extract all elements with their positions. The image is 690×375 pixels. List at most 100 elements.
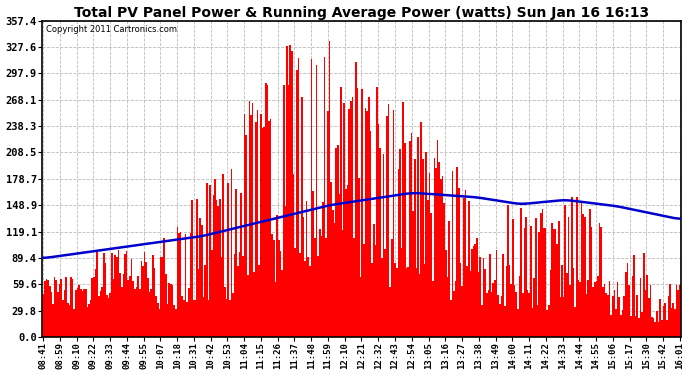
Bar	[132, 280, 134, 337]
Bar	[353, 238, 355, 337]
Bar	[175, 309, 177, 337]
Bar	[393, 110, 394, 337]
Bar	[264, 128, 265, 337]
Bar	[217, 206, 219, 337]
Bar	[433, 158, 435, 337]
Bar	[129, 276, 130, 337]
Bar	[81, 291, 83, 337]
Bar	[282, 270, 283, 337]
Bar	[582, 214, 584, 337]
Bar	[203, 297, 204, 337]
Bar	[124, 254, 126, 337]
Bar	[224, 287, 226, 337]
Bar	[199, 218, 201, 337]
Bar	[643, 253, 644, 337]
Bar	[258, 265, 260, 337]
Bar	[511, 284, 512, 337]
Bar	[257, 110, 258, 337]
Bar	[339, 194, 340, 337]
Bar	[195, 300, 196, 337]
Bar	[507, 205, 509, 337]
Bar	[299, 253, 301, 337]
Bar	[277, 215, 278, 337]
Bar	[546, 309, 548, 337]
Bar	[638, 318, 640, 337]
Title: Total PV Panel Power & Running Average Power (watts) Sun Jan 16 16:13: Total PV Panel Power & Running Average P…	[74, 6, 649, 20]
Bar	[350, 101, 352, 337]
Bar	[509, 266, 511, 337]
Bar	[412, 211, 414, 337]
Bar	[358, 178, 360, 337]
Bar	[644, 291, 647, 337]
Bar	[77, 288, 79, 337]
Bar	[605, 293, 607, 337]
Bar	[73, 309, 75, 337]
Bar	[674, 309, 676, 337]
Bar	[60, 279, 62, 337]
Bar	[386, 116, 388, 337]
Bar	[141, 261, 142, 337]
Bar	[422, 159, 424, 337]
Bar	[445, 250, 446, 337]
Bar	[306, 201, 308, 337]
Bar	[242, 256, 244, 337]
Bar	[649, 285, 651, 337]
Bar	[622, 310, 623, 337]
Bar	[556, 244, 558, 337]
Bar	[409, 141, 411, 337]
Bar	[654, 321, 656, 337]
Bar	[651, 317, 653, 337]
Bar	[154, 268, 155, 337]
Bar	[50, 292, 52, 337]
Bar	[448, 221, 450, 337]
Bar	[301, 98, 303, 337]
Bar	[558, 221, 560, 337]
Bar	[115, 255, 116, 337]
Bar	[123, 274, 124, 337]
Bar	[352, 97, 353, 337]
Bar	[443, 203, 445, 337]
Bar	[480, 257, 481, 337]
Bar	[438, 162, 440, 337]
Bar	[482, 258, 484, 337]
Bar	[540, 213, 542, 337]
Bar	[260, 114, 262, 337]
Bar	[561, 266, 563, 337]
Bar	[214, 178, 216, 337]
Bar	[309, 266, 310, 337]
Bar	[519, 276, 520, 337]
Bar	[370, 130, 371, 337]
Bar	[97, 250, 98, 337]
Bar	[246, 135, 247, 337]
Bar	[66, 276, 67, 337]
Bar	[564, 206, 566, 337]
Bar	[653, 318, 654, 337]
Bar	[155, 296, 157, 337]
Bar	[542, 209, 543, 337]
Bar	[160, 257, 162, 337]
Bar	[327, 111, 328, 337]
Bar	[512, 219, 513, 337]
Bar	[72, 279, 73, 337]
Bar	[80, 289, 81, 337]
Bar	[560, 297, 561, 337]
Bar	[468, 201, 469, 337]
Bar	[165, 274, 167, 337]
Bar	[615, 309, 617, 337]
Bar	[525, 217, 526, 337]
Bar	[92, 278, 93, 337]
Bar	[578, 280, 579, 337]
Bar	[613, 290, 615, 337]
Bar	[362, 89, 363, 337]
Bar	[594, 282, 595, 337]
Bar	[618, 297, 620, 337]
Bar	[513, 285, 515, 337]
Bar	[491, 292, 493, 337]
Bar	[535, 218, 537, 337]
Bar	[304, 261, 306, 337]
Bar	[331, 182, 332, 337]
Bar	[424, 264, 425, 337]
Bar	[188, 288, 190, 337]
Bar	[248, 101, 250, 337]
Bar	[265, 83, 266, 337]
